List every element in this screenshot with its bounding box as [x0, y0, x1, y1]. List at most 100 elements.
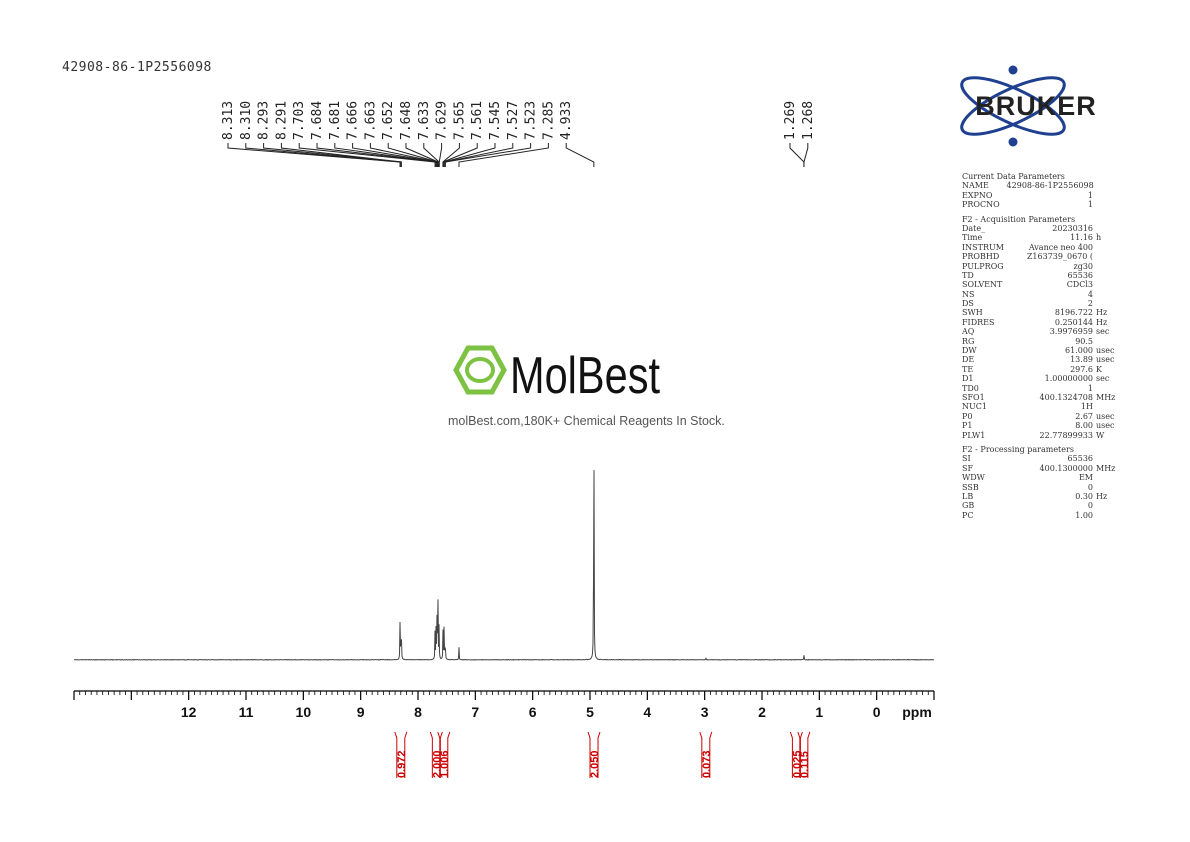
- peak-label: 7.652: [381, 101, 396, 140]
- parameter-unit: sec: [1096, 327, 1110, 337]
- parameter-value: 0.30: [1075, 491, 1093, 501]
- peak-label: 7.285: [541, 101, 556, 140]
- parameter-unit: [1093, 337, 1118, 346]
- parameter-unit: usec: [1096, 355, 1115, 365]
- parameter-unit: [1093, 511, 1118, 520]
- peak-label: 8.313: [221, 101, 236, 140]
- parameter-key: FIDRES: [962, 317, 995, 327]
- parameter-row: GB 0: [962, 501, 1118, 510]
- parameter-unit: [1093, 262, 1118, 271]
- peak-label-connector: [789, 143, 805, 167]
- peak-label-connector: [458, 143, 549, 167]
- tick-label: 3: [701, 704, 709, 720]
- integral-value: 2.050: [589, 750, 601, 778]
- parameter-row: PC 1.00: [962, 511, 1118, 520]
- parameter-value: 2: [1087, 299, 1093, 309]
- parameter-row: DW 61.000 usec: [962, 346, 1118, 355]
- peak-label-connector: [369, 143, 438, 167]
- peak-label: 7.684: [310, 101, 325, 140]
- parameter-unit: [1094, 181, 1118, 190]
- parameter-unit: usec: [1096, 421, 1115, 431]
- atom-icon: [960, 76, 1066, 136]
- integral-bracket: [437, 731, 451, 778]
- parameter-row: NUC1 1H: [962, 402, 1118, 411]
- parameter-key: P1: [962, 421, 973, 431]
- parameter-unit: MHz: [1096, 463, 1116, 473]
- peak-label: 8.291: [274, 101, 289, 140]
- parameter-unit: [1093, 271, 1118, 280]
- peak-label-connector: [438, 143, 443, 167]
- parameter-value: 8.00: [1075, 421, 1093, 431]
- parameter-key: SF: [962, 463, 974, 473]
- parameter-value: zg30: [1073, 261, 1093, 271]
- parameter-unit: [1093, 299, 1118, 308]
- peak-label: 1.268: [801, 101, 816, 140]
- parameter-key: INSTRUM: [962, 242, 1004, 252]
- peak-label-connector: [334, 143, 437, 167]
- peak-label: 7.663: [363, 101, 378, 140]
- parameter-key: TD: [962, 270, 974, 280]
- tick-label: 0: [873, 704, 881, 720]
- bruker-logo: BRUKER: [955, 62, 1117, 154]
- parameter-value: 4: [1087, 289, 1093, 299]
- parameter-key: PROBHD: [962, 252, 1000, 262]
- parameter-key: NAME: [962, 181, 989, 191]
- parameter-key: SOLVENT: [962, 280, 1003, 290]
- parameter-value: 0: [1087, 501, 1093, 511]
- integral-value: 0.073: [701, 750, 713, 778]
- parameter-unit: [1093, 252, 1118, 261]
- parameter-row: PLW1 22.77899933 W: [962, 431, 1118, 440]
- parameter-unit: usec: [1096, 346, 1115, 356]
- molbest-watermark: MolBest: [448, 340, 748, 414]
- integral-value: 0.972: [396, 750, 408, 778]
- parameter-row: RG 90.5: [962, 337, 1118, 346]
- parameter-row: PULPROG zg30: [962, 262, 1118, 271]
- peak-label-connector: [442, 143, 478, 167]
- parameter-key: AQ: [962, 327, 975, 337]
- parameter-row: SFO1 400.1324708 MHz: [962, 393, 1118, 402]
- parameter-key: SSB: [962, 482, 979, 492]
- parameter-unit: [1093, 191, 1118, 200]
- parameter-key: Time: [962, 233, 983, 243]
- parameter-key: SFO1: [962, 392, 985, 402]
- parameter-row: DE 13.89 usec: [962, 355, 1118, 364]
- peak-label: 7.666: [346, 101, 361, 140]
- parameter-unit: [1093, 290, 1118, 299]
- parameter-value: 42908-86-1P2556098: [1006, 181, 1094, 191]
- parameter-row: AQ 3.9976959 sec: [962, 327, 1118, 336]
- peak-label: 7.633: [417, 101, 432, 140]
- parameter-key: LB: [962, 491, 974, 501]
- peak-label: 8.293: [257, 101, 272, 140]
- parameter-row: TD 65536: [962, 271, 1118, 280]
- integral-value: 0.115: [799, 751, 811, 778]
- parameter-row: SI 65536: [962, 454, 1118, 463]
- parameter-row: PROCNO 1: [962, 200, 1118, 209]
- tick-label: 11: [239, 704, 254, 720]
- parameter-value: 2.67: [1075, 411, 1093, 421]
- bruker-wordmark: BRUKER: [975, 91, 1097, 121]
- parameter-unit: MHz: [1096, 392, 1116, 402]
- tick-label: 1: [815, 704, 823, 720]
- tick-label: 7: [471, 704, 479, 720]
- parameter-unit: [1093, 454, 1118, 463]
- tick-label: 5: [586, 704, 594, 720]
- peak-label: 7.523: [524, 101, 539, 140]
- peak-label: 7.565: [452, 101, 467, 140]
- peak-label-connector: [444, 143, 532, 167]
- molbest-wordmark: MolBest: [510, 347, 660, 405]
- parameter-key: SI: [962, 454, 971, 464]
- parameter-row: LB 0.30 Hz: [962, 492, 1118, 501]
- parameter-key: GB: [962, 501, 975, 511]
- parameter-value: EM: [1078, 473, 1093, 483]
- parameter-unit: [1093, 224, 1118, 233]
- parameter-unit: [1093, 200, 1118, 209]
- parameter-key: PC: [962, 510, 974, 520]
- peak-label: 7.629: [435, 101, 450, 140]
- tick-label: 8: [414, 704, 422, 720]
- parameter-row: SF 400.1300000 MHz: [962, 464, 1118, 473]
- parameter-row: PROBHD Z163739_0670 (: [962, 252, 1118, 261]
- parameter-unit: W: [1096, 430, 1105, 440]
- parameter-key: DW: [962, 346, 977, 356]
- parameter-unit: h: [1096, 233, 1102, 243]
